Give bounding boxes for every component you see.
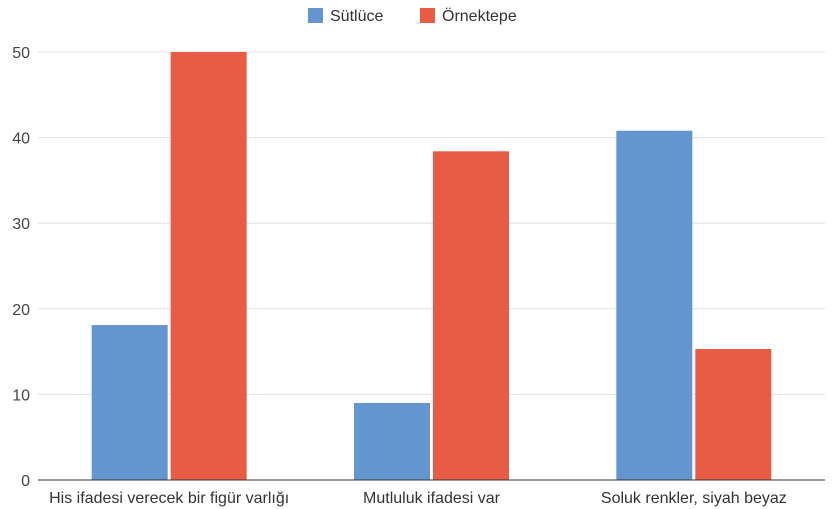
bar-ornektepe-1 <box>433 151 509 480</box>
bar-ornektepe-0 <box>170 52 247 480</box>
y-tick-label: 10 <box>12 387 30 404</box>
x-category-label: His ifadesi verecek bir figür varlığı <box>49 490 289 507</box>
y-tick-label: 50 <box>12 45 30 62</box>
bars <box>91 52 772 480</box>
legend-label-sutluce: Sütlüce <box>330 8 383 25</box>
x-category-label: Mutluluk ifadesi var <box>363 490 501 507</box>
bar-sutluce-1 <box>354 402 430 480</box>
x-axis-categories: His ifadesi verecek bir figür varlığı Mut… <box>49 490 787 507</box>
y-tick-label: 40 <box>12 131 30 148</box>
bar-sutluce-0 <box>91 325 168 480</box>
y-tick-label: 30 <box>12 216 30 233</box>
legend: Sütlüce Örnektepe <box>308 7 517 25</box>
legend-swatch-sutluce <box>308 8 323 23</box>
bar-sutluce-2 <box>616 130 693 480</box>
legend-swatch-ornektepe <box>420 8 435 23</box>
x-category-label: Soluk renkler, siyah beyaz <box>601 490 787 507</box>
y-tick-label: 20 <box>12 302 30 319</box>
bar-ornektepe-2 <box>695 349 772 480</box>
y-axis-ticks: 0 10 20 30 40 50 <box>12 45 30 490</box>
y-gridlines <box>38 51 825 395</box>
legend-label-ornektepe: Örnektepe <box>442 7 517 25</box>
y-tick-label: 0 <box>21 473 30 490</box>
